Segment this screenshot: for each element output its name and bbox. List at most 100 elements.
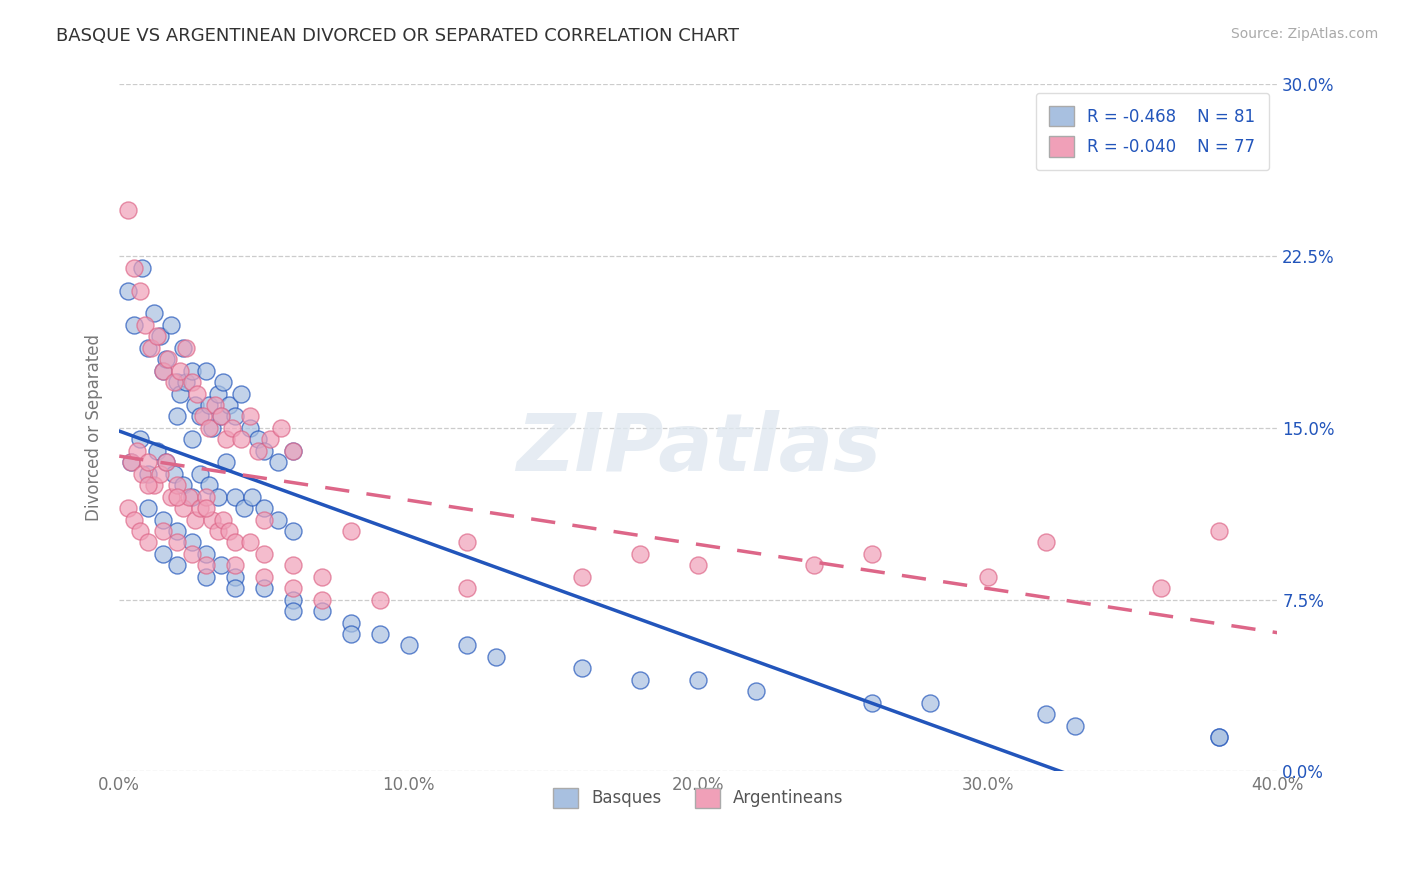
Point (229, 433, 252, 447)
Point (166, 524, 188, 538)
Point (152, 524, 174, 538)
Point (281, 581, 304, 595)
Y-axis label: Divorced or Separated: Divorced or Separated (86, 334, 103, 522)
Point (238, 421, 260, 435)
Point (242, 490, 264, 504)
Point (120, 455, 142, 469)
Point (193, 409, 215, 424)
Point (977, 570, 1000, 584)
Point (172, 478, 194, 492)
Point (218, 398, 240, 412)
Point (224, 558, 246, 573)
Point (122, 260, 145, 275)
Point (456, 639, 478, 653)
Point (183, 398, 205, 412)
Point (172, 501, 194, 516)
Point (155, 352, 177, 367)
Point (195, 364, 218, 378)
Point (136, 341, 159, 355)
Point (136, 501, 159, 516)
Point (166, 535, 188, 549)
Point (155, 455, 177, 469)
Point (247, 443, 270, 458)
Point (1035, 707, 1057, 722)
Point (485, 649, 508, 664)
Point (281, 443, 304, 458)
Point (122, 512, 145, 526)
Point (149, 467, 172, 481)
Point (183, 512, 205, 526)
Point (128, 284, 150, 298)
Point (134, 318, 156, 332)
Point (188, 501, 211, 516)
Text: BASQUE VS ARGENTINEAN DIVORCED OR SEPARATED CORRELATION CHART: BASQUE VS ARGENTINEAN DIVORCED OR SEPARA… (56, 27, 740, 45)
Point (188, 409, 211, 424)
Point (1035, 535, 1057, 549)
Point (152, 364, 174, 378)
Point (180, 547, 202, 561)
Point (340, 627, 363, 641)
Point (224, 535, 246, 549)
Point (128, 524, 150, 538)
Point (152, 547, 174, 561)
Point (166, 409, 188, 424)
Point (122, 318, 145, 332)
Point (688, 558, 710, 573)
Point (253, 512, 276, 526)
Point (207, 490, 229, 504)
Point (125, 443, 148, 458)
Point (163, 375, 186, 389)
Point (177, 490, 200, 504)
Point (281, 443, 304, 458)
Point (198, 478, 221, 492)
Point (224, 581, 246, 595)
Point (918, 696, 941, 710)
Point (1208, 730, 1230, 744)
Point (131, 260, 153, 275)
Point (281, 558, 304, 573)
Point (311, 604, 333, 618)
Legend: Basques, Argentineans: Basques, Argentineans (547, 780, 851, 814)
Point (232, 501, 254, 516)
Point (238, 409, 260, 424)
Point (169, 364, 191, 378)
Point (201, 421, 224, 435)
Point (198, 398, 221, 412)
Point (160, 318, 183, 332)
Point (131, 467, 153, 481)
Point (253, 581, 276, 595)
Point (180, 375, 202, 389)
Point (174, 341, 197, 355)
Point (195, 558, 218, 573)
Point (163, 467, 186, 481)
Point (860, 696, 883, 710)
Point (229, 386, 252, 401)
Point (174, 375, 197, 389)
Point (117, 501, 139, 516)
Point (166, 375, 188, 389)
Point (136, 455, 159, 469)
Point (215, 433, 238, 447)
Point (340, 524, 363, 538)
Point (224, 570, 246, 584)
Point (180, 433, 202, 447)
Point (238, 535, 260, 549)
Point (253, 501, 276, 516)
Point (143, 306, 166, 320)
Point (1208, 730, 1230, 744)
Point (201, 512, 224, 526)
Point (136, 478, 159, 492)
Point (117, 284, 139, 298)
Point (136, 535, 159, 549)
Point (311, 592, 333, 607)
Point (253, 570, 276, 584)
Point (160, 490, 183, 504)
Point (166, 558, 188, 573)
Point (149, 329, 172, 343)
Point (172, 341, 194, 355)
Point (146, 329, 169, 343)
Point (152, 512, 174, 526)
Point (188, 467, 211, 481)
Point (152, 364, 174, 378)
Point (195, 570, 218, 584)
